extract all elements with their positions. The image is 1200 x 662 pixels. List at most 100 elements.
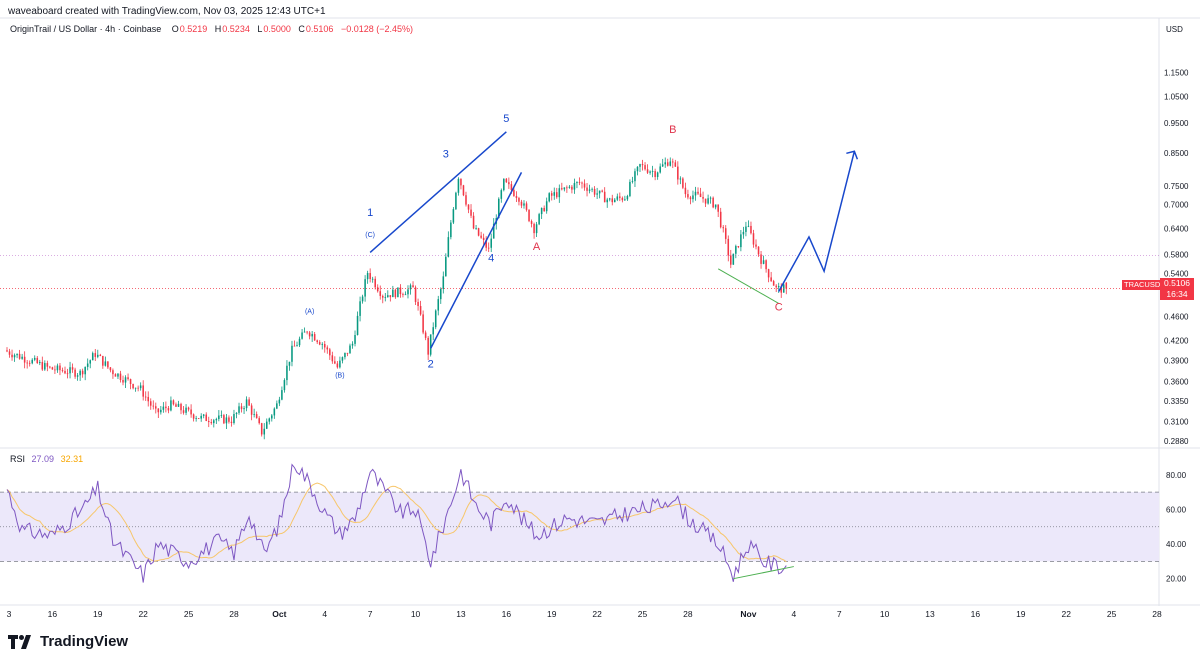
- candle-body: [61, 370, 64, 371]
- wave-label: (A): [305, 309, 314, 316]
- candle-body: [477, 228, 480, 236]
- candle-body: [392, 289, 394, 298]
- candle-body: [535, 224, 538, 234]
- candle-body: [775, 285, 777, 288]
- candle-body: [485, 240, 487, 248]
- candle-body: [492, 223, 495, 239]
- price-tick-label: 0.8500: [1164, 149, 1189, 158]
- time-tick-label: 22: [138, 609, 148, 619]
- candle-body: [399, 287, 402, 295]
- candle-body: [51, 367, 54, 370]
- candle-body: [39, 361, 41, 364]
- open-value: 0.5219: [179, 24, 208, 34]
- candle-body: [41, 361, 44, 370]
- candle-body: [127, 377, 129, 380]
- candle-body: [588, 189, 591, 191]
- candle-body: [550, 193, 553, 196]
- candle-body: [235, 412, 238, 415]
- candle-body: [54, 369, 56, 371]
- candle-body: [215, 419, 218, 421]
- candle-body: [598, 190, 601, 194]
- candle-body: [750, 225, 752, 234]
- candle-body: [139, 385, 142, 389]
- candle-body: [170, 400, 172, 411]
- candle-body: [132, 384, 134, 389]
- candle-body: [407, 289, 409, 295]
- candle-body: [69, 367, 71, 374]
- candle-body: [119, 373, 122, 381]
- candle-body: [649, 171, 651, 173]
- channel-upper-line: [369, 131, 507, 253]
- candle-body: [505, 178, 508, 183]
- candle-body: [664, 162, 667, 165]
- price-tick-label: 1.1500: [1164, 68, 1189, 77]
- candle-body: [735, 246, 737, 254]
- candle-body: [228, 417, 230, 422]
- candle-body: [684, 187, 687, 195]
- candle-body: [265, 421, 268, 429]
- candle-body: [89, 360, 92, 364]
- candle-body: [692, 195, 694, 200]
- candle-body: [210, 422, 213, 424]
- bar-countdown: 16:34: [1166, 289, 1188, 299]
- candle-body: [429, 334, 432, 355]
- price-tick-label: 0.2880: [1164, 437, 1189, 446]
- candle-body: [432, 327, 434, 335]
- rsi-band: [0, 491, 1159, 562]
- candle-body: [462, 185, 465, 196]
- candle-body: [202, 414, 205, 416]
- projection-path: [778, 151, 856, 292]
- candle-body: [568, 186, 571, 188]
- candle-body: [656, 172, 659, 177]
- candle-body: [417, 301, 419, 307]
- candle-body: [581, 182, 583, 184]
- candle-body: [18, 353, 21, 359]
- price-tick-label: 0.7500: [1164, 182, 1189, 191]
- wave-label: (B): [335, 372, 344, 379]
- candle-body: [329, 349, 331, 356]
- candle-body: [548, 193, 550, 202]
- candle-body: [578, 182, 581, 183]
- candle-body: [740, 234, 742, 248]
- candle-body: [767, 269, 770, 278]
- time-tick-label: 25: [1107, 609, 1117, 619]
- candle-body: [737, 246, 740, 248]
- candle-body: [190, 409, 192, 415]
- wave-label: 3: [443, 149, 449, 161]
- channel-lower-line: [430, 172, 523, 349]
- candle-body: [752, 233, 755, 245]
- candle-body: [672, 161, 674, 163]
- tradingview-logo[interactable]: TradingView: [8, 633, 128, 650]
- price-tick-label: 0.7000: [1164, 201, 1189, 210]
- candle-body: [99, 354, 102, 356]
- candle-body: [475, 228, 477, 229]
- candle-body: [321, 344, 324, 345]
- candle-body: [591, 188, 593, 190]
- candle-body: [46, 363, 49, 367]
- candle-body: [520, 201, 523, 206]
- price-tick-label: 0.4600: [1164, 312, 1189, 321]
- candle-body: [641, 164, 644, 166]
- candle-body: [49, 366, 51, 368]
- candle-body: [465, 195, 467, 205]
- candle-body: [745, 226, 747, 232]
- candle-body: [621, 197, 624, 201]
- tradingview-logo-icon: [8, 634, 31, 649]
- candle-body: [273, 408, 276, 416]
- candle-body: [472, 215, 475, 229]
- time-tick-label: 19: [93, 609, 103, 619]
- candle-body: [147, 396, 150, 402]
- candle-body: [503, 178, 505, 191]
- candle-body: [207, 420, 210, 423]
- candle-body: [409, 285, 412, 290]
- wave-label: A: [533, 241, 541, 253]
- candle-body: [508, 182, 510, 185]
- candle-body: [180, 403, 182, 411]
- candle-body: [646, 169, 649, 173]
- candle-body: [76, 375, 79, 377]
- candle-body: [596, 193, 598, 195]
- candle-body: [714, 204, 717, 208]
- candle-body: [11, 354, 13, 358]
- candle-body: [230, 421, 233, 424]
